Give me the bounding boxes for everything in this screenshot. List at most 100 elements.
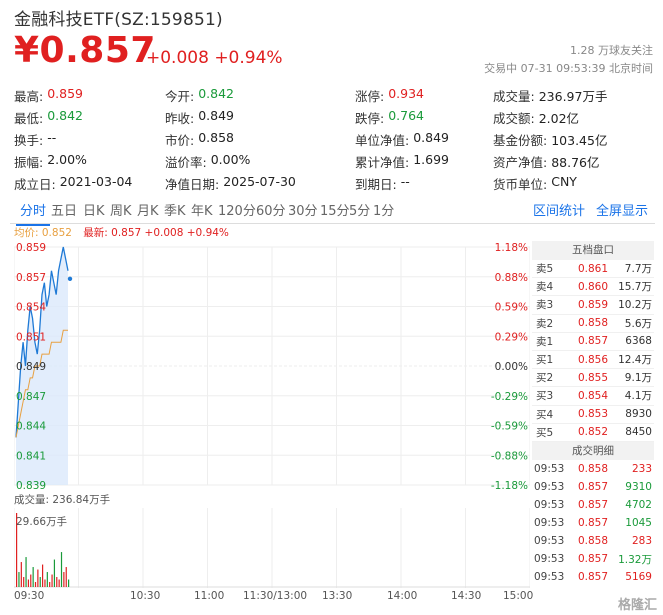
stat-cell: 成交量: 236.97万手 [493,86,653,105]
tab-5[interactable]: 季K [164,204,186,219]
stat-cell: 今开: 0.842 [165,86,355,105]
stat-cell: 昨收: 0.849 [165,108,355,127]
order-book-row[interactable]: 卖4 0.860 15.7万 [532,278,654,297]
intraday-chart[interactable]: 0.859 0.857 0.854 0.851 0.849 0.847 0.844 0.841… [14,240,530,490]
deal-row: 09:53 0.857 9310 [532,478,654,496]
order-book-panel: 五档盘口 卖5 0.861 7.7万 卖4 0.860 15.7万 卖3 0.859 10.2万卖… [532,241,654,587]
stat-cell: 成交额: 2.02亿 [493,108,653,127]
order-price: 0.860 [577,280,608,293]
pct-tick-label: 0.59% [495,302,528,314]
order-book-row[interactable]: 卖1 0.857 6368 [532,333,654,351]
order-volume: 5.6万 [624,317,652,330]
stats-row: 最高: 0.859 今开: 0.842 涨停: 0.934 成交量: 236.97万手 [14,84,654,106]
y-tick-label: 0.859 [16,242,46,254]
deal-volume: 5169 [625,571,652,584]
volume-bar [16,513,18,587]
tab-right-1[interactable]: 全屏显示 [596,204,649,219]
order-side-label: 卖3 [536,299,554,312]
x-tick-label: 11:00 [194,590,225,602]
pct-tick-label: -1.18% [491,480,528,490]
stats-row: 换手: -- 市价: 0.858 单位净值: 0.849 基金份额: 103.45亿 [14,128,654,150]
deal-time: 09:53 [534,517,565,530]
volume-chart[interactable] [14,508,530,588]
order-book-row[interactable]: 买3 0.854 4.1万 [532,387,654,406]
stat-label: 最高: [14,88,44,104]
volume-bar [65,567,67,587]
stat-value: 0.849 [413,129,450,145]
order-side-label: 买5 [536,426,554,439]
order-book-row[interactable]: 卖5 0.861 7.7万 [532,260,654,279]
order-book-row[interactable]: 买4 0.853 8930 [532,406,654,424]
tab-right-0[interactable]: 区间统计 [533,204,586,219]
volume-bar [46,572,48,587]
order-volume: 8450 [625,426,652,439]
tab-10[interactable]: 15分 [320,204,350,219]
tab-7[interactable]: 120分 [218,204,256,219]
deals-title: 成交明细 [532,441,654,460]
stat-cell: 溢价率: 0.00% [165,152,355,171]
stats-row: 振幅: 2.00% 溢价率: 0.00% 累计净值: 1.699 资产净值: 88.7… [14,150,654,172]
y-tick-label: 0.841 [16,450,46,462]
stat-label: 今开: [165,88,195,104]
volume-bar [58,579,60,587]
stat-value: 0.842 [198,85,235,101]
tab-4[interactable]: 月K [137,204,159,219]
avg-price-legend: 均价: 0.852 [14,227,72,239]
x-tick-label: 14:30 [451,590,482,602]
deal-volume: 233 [631,462,652,475]
order-side-label: 买3 [536,390,554,403]
y-tick-label: 0.844 [16,421,46,433]
deal-row: 09:53 0.857 1045 [532,514,654,532]
stat-value: 0.00% [210,151,251,167]
stat-value: 88.76亿 [551,154,600,170]
stat-cell: 换手: -- [14,130,165,149]
order-price: 0.858 [577,317,608,330]
y-tick-label: 0.851 [16,331,46,343]
deal-row: 09:53 0.858 233 [532,460,654,478]
stat-label: 净值日期: [165,176,220,192]
tab-1[interactable]: 五日 [51,204,78,219]
tab-12[interactable]: 1分 [373,204,395,219]
stat-cell: 资产净值: 88.76亿 [493,152,653,171]
deal-volume: 283 [631,535,652,548]
tab-3[interactable]: 周K [110,204,132,219]
stats-grid: 最高: 0.859 今开: 0.842 涨停: 0.934 成交量: 236.97万手… [14,84,654,194]
order-price: 0.861 [577,262,608,275]
order-book-row[interactable]: 卖3 0.859 10.2万 [532,296,654,315]
x-tick-label: 14:00 [387,590,418,602]
order-book-row[interactable]: 卖2 0.858 5.6万 [532,315,654,333]
watermark: 格隆汇 [617,598,657,613]
stat-cell: 最低: 0.842 [14,108,165,127]
pct-tick-label: -0.59% [491,421,528,433]
y-tick-label: 0.849 [16,361,46,373]
deal-price: 0.858 [577,535,608,548]
tab-9[interactable]: 30分 [288,204,318,219]
order-side-label: 卖4 [536,281,554,294]
tab-8[interactable]: 60分 [256,204,286,219]
order-volume: 10.2万 [618,299,652,312]
order-book-row[interactable]: 买2 0.855 9.1万 [532,369,654,388]
order-side-label: 卖1 [536,335,554,348]
stat-cell: 单位净值: 0.849 [355,130,493,149]
tab-11[interactable]: 5分 [349,204,371,219]
volume-bar [25,557,27,587]
tab-0[interactable]: 分时 [16,200,51,226]
volume-bar [42,564,44,587]
x-tick-label: 13:30 [322,590,353,602]
volume-bar [44,579,46,587]
stat-value: CNY [551,173,577,189]
deal-price: 0.857 [577,571,608,584]
tab-2[interactable]: 日K [83,204,105,219]
order-book-row[interactable]: 买1 0.856 12.4万 [532,351,654,370]
tab-6[interactable]: 年K [191,204,213,219]
order-book-row[interactable]: 买5 0.852 8450 [532,424,654,442]
order-price: 0.852 [577,426,608,439]
stat-label: 昨收: [165,110,195,126]
price-line [15,246,69,438]
stat-label: 市价: [165,132,195,148]
volume-bar [56,577,58,587]
stat-value: 1.699 [413,151,450,167]
volume-bar [39,577,41,587]
deal-volume: 1045 [625,517,652,530]
stat-value: 0.858 [198,129,235,145]
